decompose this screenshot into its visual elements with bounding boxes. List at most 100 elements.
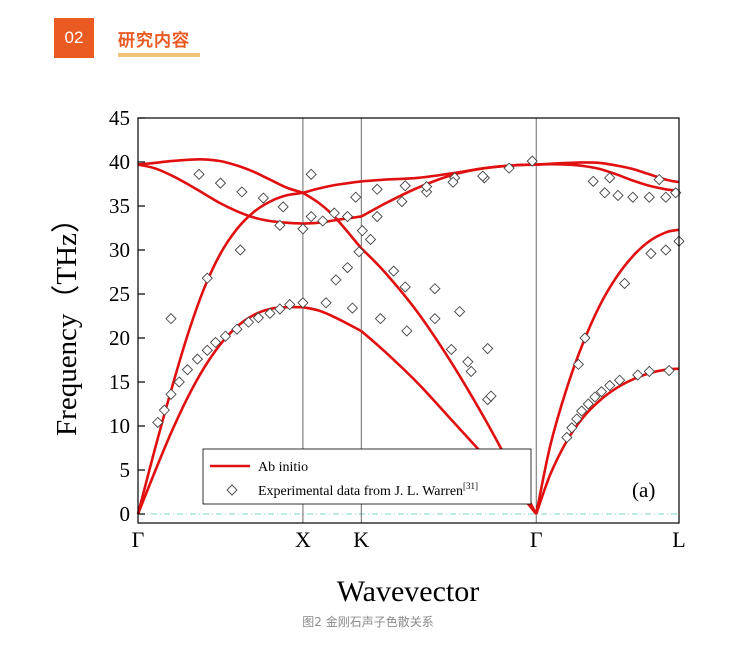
x-tick-label: X	[295, 527, 311, 552]
ab-initio-branch	[136, 305, 303, 515]
experimental-point	[612, 189, 624, 202]
experimental-point	[401, 325, 413, 337]
legend-label-experiment: Experimental data from J. L. Warren[31]	[258, 481, 478, 499]
experimental-point	[341, 261, 354, 274]
x-tick-label: Γ	[530, 527, 543, 552]
experimental-point	[317, 215, 329, 227]
experimental-point	[632, 369, 644, 381]
experimental-point	[214, 177, 227, 189]
y-tick-label: 30	[109, 238, 130, 262]
experimental-point	[604, 379, 616, 392]
legend-label-experiment-text: Experimental data from J. L. Warren	[258, 484, 463, 499]
experimental-point	[618, 277, 631, 290]
experimental-point	[660, 244, 672, 256]
experimental-point	[579, 332, 591, 344]
experimental-point	[462, 356, 474, 368]
ab-initio-branch	[536, 162, 680, 193]
figure-caption: 图2 金刚石声子色散关系	[302, 615, 434, 629]
experimental-point	[653, 173, 665, 186]
experimental-point	[173, 376, 185, 388]
experimental-point	[284, 298, 296, 311]
experimental-point	[371, 210, 383, 223]
experimental-point	[645, 247, 657, 260]
experimental-point	[356, 225, 368, 237]
experimental-point	[604, 172, 616, 184]
experimental-point	[399, 281, 411, 293]
experimental-point	[587, 175, 599, 187]
legend-box	[202, 448, 532, 505]
experimental-point	[297, 297, 309, 309]
x-axis-title: Wavevector	[337, 575, 480, 608]
ab-initio-branch	[534, 228, 680, 515]
experimental-point	[643, 191, 655, 203]
experimental-point	[364, 233, 377, 246]
experimental-point	[566, 422, 578, 434]
experimental-point	[576, 405, 588, 417]
experimental-point	[328, 207, 340, 219]
y-tick-label: 40	[109, 150, 130, 174]
experimental-point	[561, 431, 573, 444]
experimental-point	[231, 323, 243, 335]
legend-diamond-marker	[226, 484, 238, 496]
experimental-point	[589, 391, 601, 403]
experimental-point	[482, 342, 494, 355]
experimental-point	[236, 186, 248, 198]
ab-initio-branch	[137, 163, 303, 225]
legend-label-ab-initio: Ab initio	[258, 460, 308, 475]
panel-label: (a)	[632, 478, 655, 502]
experimental-point	[465, 365, 477, 378]
experimental-point	[526, 155, 538, 167]
experimental-point	[346, 302, 359, 314]
experimental-point	[353, 246, 365, 258]
experimental-point	[374, 313, 387, 325]
experimental-point	[209, 336, 222, 349]
experimental-point	[396, 195, 408, 208]
experimental-point	[627, 191, 639, 203]
section-title: 研究内容	[118, 31, 190, 51]
x-tick-label: L	[672, 527, 685, 552]
experimental-point	[341, 210, 354, 223]
experimental-point	[257, 192, 269, 204]
experimental-point	[191, 353, 204, 365]
experimental-point	[277, 201, 289, 213]
experimental-point	[503, 162, 515, 174]
experimental-point	[234, 244, 246, 256]
experimental-point	[477, 170, 489, 182]
experimental-point	[330, 274, 342, 286]
y-tick-label: 25	[109, 282, 130, 306]
section-number-badge: 02	[54, 18, 94, 58]
experimental-point	[643, 365, 655, 378]
ab-initio-branch	[137, 157, 304, 195]
experimental-point	[297, 223, 309, 235]
experimental-point	[305, 210, 317, 223]
experimental-point	[599, 187, 611, 199]
experimental-point	[447, 176, 459, 188]
experimental-point	[660, 191, 672, 203]
section-header: 02 研究内容	[0, 0, 736, 70]
experimental-point	[201, 272, 213, 284]
section-title-underline	[118, 53, 200, 57]
plot-frame	[137, 117, 680, 524]
y-tick-label: 35	[109, 194, 130, 218]
x-tick-label: K	[353, 527, 369, 552]
y-tick-label: 20	[109, 326, 130, 350]
y-tick-label: 10	[109, 414, 130, 438]
experimental-point	[371, 183, 383, 195]
experimental-point	[165, 313, 177, 325]
experimental-point	[485, 390, 497, 402]
experimental-point	[582, 398, 594, 410]
experimental-point	[158, 404, 171, 416]
ab-initio-branch	[302, 305, 362, 333]
y-tick-label: 15	[109, 370, 130, 394]
experimental-point	[572, 358, 585, 371]
y-tick-label: 0	[120, 502, 131, 526]
experimental-point	[242, 316, 255, 328]
experimental-point	[399, 180, 411, 192]
x-tick-label: Γ	[132, 527, 145, 552]
experimental-point	[252, 312, 265, 324]
experimental-point	[305, 168, 317, 180]
y-tick-label: 45	[109, 106, 130, 130]
experimental-point	[445, 343, 458, 356]
experimental-point	[219, 330, 232, 342]
